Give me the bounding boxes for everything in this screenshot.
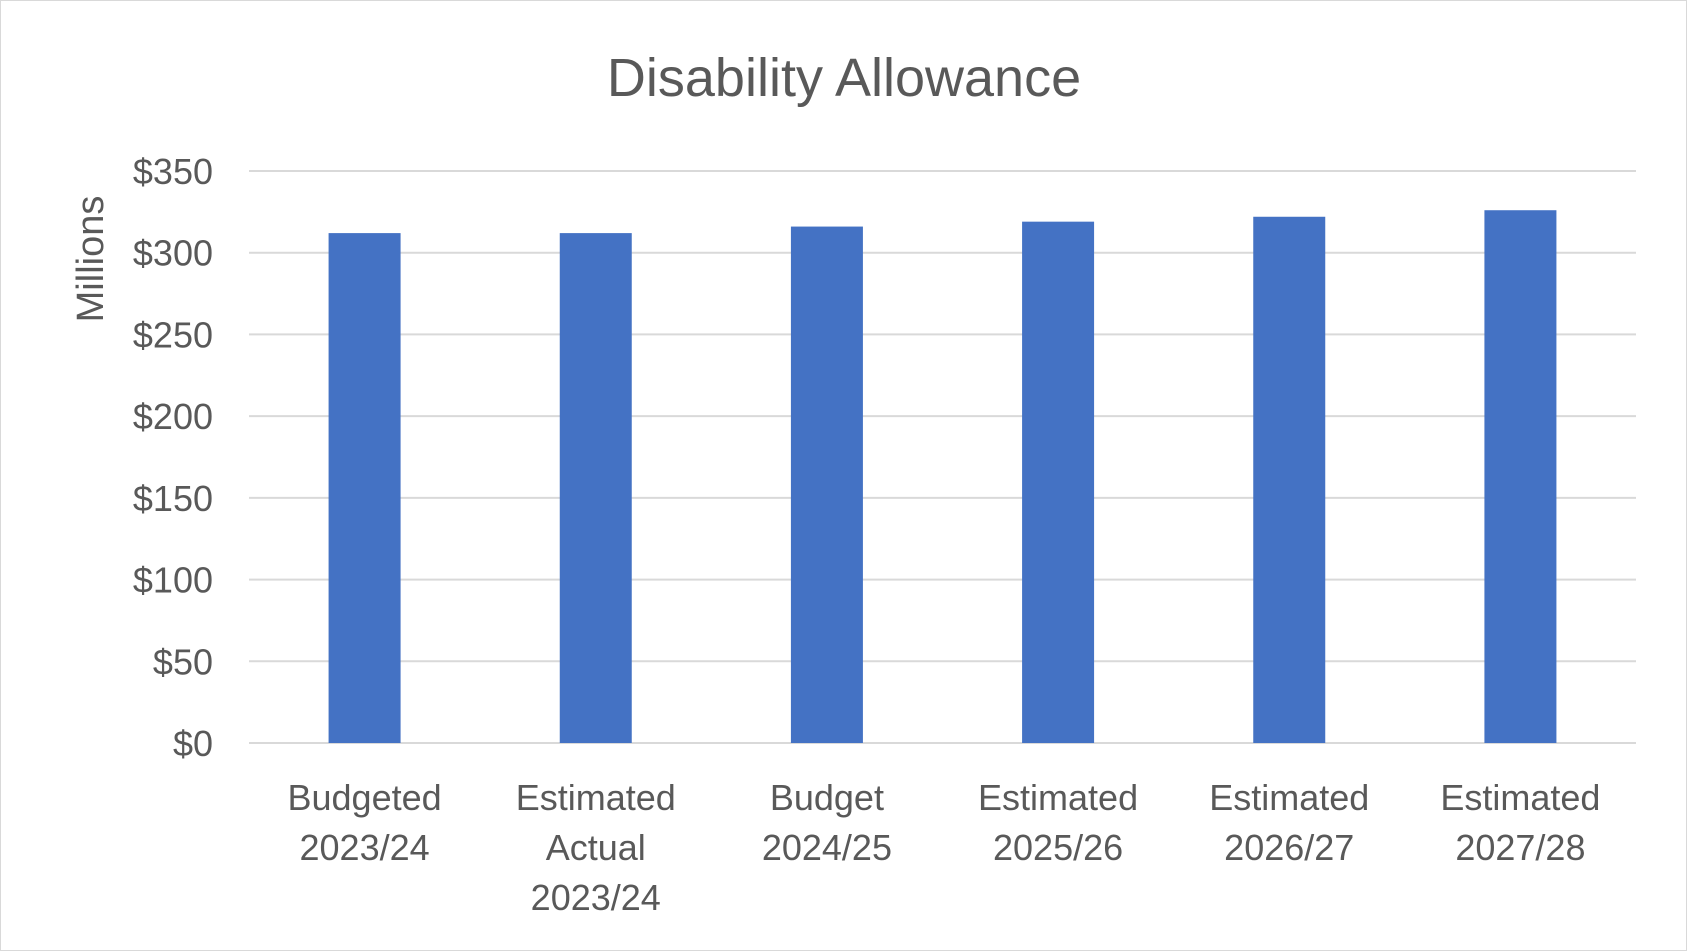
x-tick-label: Estimated 2027/28	[1440, 777, 1600, 868]
x-tick-labels: Budgeted 2023/24 Estimated Actual 2023/24 Bud…	[288, 777, 1601, 918]
bars	[328, 210, 1557, 744]
y-tick-label: $150	[133, 478, 213, 519]
x-tick-label: Estimated Actual 2023/24	[516, 777, 676, 918]
bar	[1022, 221, 1095, 744]
y-tick-label: $350	[133, 151, 213, 192]
y-tick-label: $100	[133, 560, 213, 601]
y-tick-label: $50	[153, 641, 213, 682]
bar	[1484, 210, 1557, 744]
y-tick-label: $250	[133, 314, 213, 355]
x-tick-label: Budgeted 2023/24	[288, 777, 442, 868]
x-tick-label: Estimated 2025/26	[978, 777, 1138, 868]
y-axis-label: Millions	[70, 196, 112, 323]
bar	[790, 226, 863, 743]
bar	[328, 233, 401, 744]
x-tick-label: Estimated 2026/27	[1209, 777, 1369, 868]
bar	[559, 233, 632, 744]
gridlines	[249, 170, 1636, 744]
bar	[1253, 216, 1326, 743]
x-tick-label: Budget 2024/25	[762, 777, 892, 868]
y-tick-label: $0	[173, 723, 213, 764]
y-tick-label: $200	[133, 396, 213, 437]
chart-title: Disability Allowance	[607, 48, 1081, 108]
y-tick-labels: $0 $50 $100 $150 $200 $250 $300 $350	[133, 151, 213, 764]
y-tick-label: $300	[133, 233, 213, 274]
